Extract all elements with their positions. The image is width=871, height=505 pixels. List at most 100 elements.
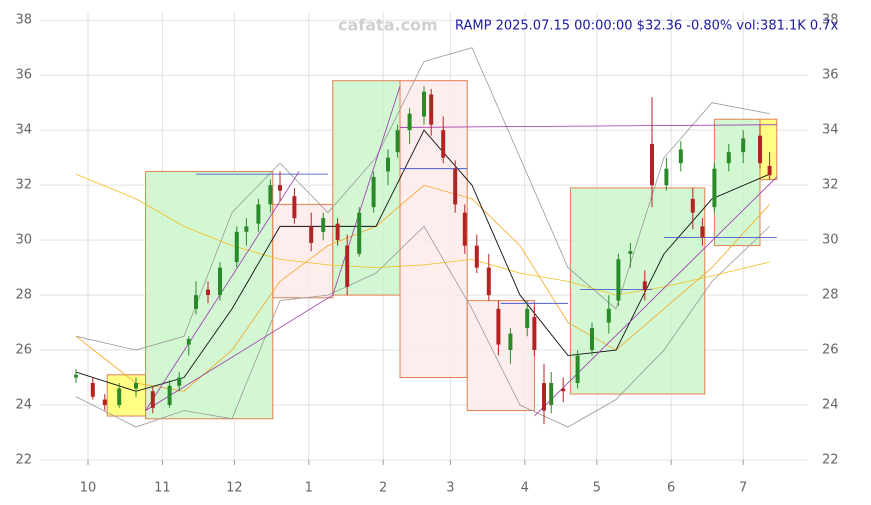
candle-body: [575, 355, 580, 384]
candle-body: [767, 165, 772, 176]
candle-body: [335, 223, 340, 241]
candle-body: [508, 333, 513, 351]
pattern-box: [466, 300, 535, 412]
candle-body: [549, 383, 554, 406]
chart-title: RAMP 2025.07.15 00:00:00 $32.36 -0.80% v…: [455, 19, 839, 34]
pattern-box: [713, 118, 761, 247]
candle-body: [244, 226, 249, 232]
y-tick-label-right: 22: [822, 453, 839, 468]
trend-line: [399, 124, 777, 128]
y-tick-label: 32: [15, 178, 32, 193]
x-tick-label: 6: [667, 481, 675, 496]
x-tick-label: 5: [593, 481, 601, 496]
y-tick-label: 28: [15, 288, 32, 303]
y-tick-label: 34: [15, 123, 32, 138]
candle-body: [321, 218, 326, 232]
candle-body: [386, 157, 390, 172]
x-tick-label: 2: [379, 481, 387, 496]
candle-body: [606, 308, 611, 323]
candle-body: [532, 317, 537, 351]
y-tick-label: 24: [15, 398, 32, 413]
y-tick-label-right: 32: [822, 178, 839, 193]
indicator-line: [75, 184, 770, 392]
pattern-box: [145, 170, 274, 420]
trend-line: [145, 171, 300, 411]
candle-body: [429, 94, 434, 125]
candle-body: [542, 383, 546, 411]
candle-body: [206, 289, 210, 296]
y-tick-label: 38: [15, 13, 32, 28]
trend-line: [534, 176, 778, 417]
candle-body: [741, 138, 746, 153]
candle-body: [422, 91, 426, 117]
candle-body: [496, 308, 501, 345]
candle-body: [561, 388, 566, 392]
candle-body: [486, 267, 491, 296]
y-tick-label: 22: [15, 453, 32, 468]
pattern-box: [569, 187, 706, 395]
indicator-line: [75, 129, 770, 392]
candle-body: [150, 391, 155, 408]
candle-body: [268, 185, 273, 205]
y-tick-label-right: 28: [822, 288, 839, 303]
y-tick-label-right: 34: [822, 123, 839, 138]
candle-body: [525, 308, 530, 329]
y-tick-label-right: 24: [822, 398, 839, 413]
candle-body: [726, 152, 731, 164]
candle-body: [642, 281, 647, 290]
x-tick-label: 4: [521, 481, 529, 496]
candle-body: [74, 374, 78, 378]
pattern-box: [106, 374, 147, 417]
candle-body: [218, 267, 222, 296]
candle-body: [292, 196, 297, 219]
x-tick-label: 11: [154, 481, 171, 496]
candle-body: [194, 295, 198, 309]
trend-line: [145, 294, 334, 411]
x-tick-label: 7: [739, 481, 747, 496]
y-tick-label-right: 30: [822, 233, 839, 248]
candle-body: [167, 385, 172, 406]
x-tick-label: 1: [305, 481, 313, 496]
candle-body: [309, 226, 314, 243]
trend-line: [332, 86, 401, 296]
candle-body: [453, 168, 458, 205]
candle-body: [664, 168, 669, 186]
x-tick-label: 10: [80, 481, 97, 496]
candle-body: [177, 377, 182, 386]
candle-body: [371, 176, 376, 208]
watermark: cafata.com: [338, 16, 438, 35]
candle-body: [357, 212, 362, 254]
x-tick-label: 3: [446, 481, 454, 496]
y-tick-label-right: 38: [822, 13, 839, 28]
candle-body: [650, 143, 654, 186]
candle-body: [186, 339, 191, 345]
candle-body: [234, 231, 239, 263]
candle-body: [758, 135, 762, 164]
candle-body: [278, 185, 282, 191]
candle-body: [441, 130, 446, 158]
indicator-line: [75, 47, 770, 351]
candle-body: [690, 198, 695, 213]
candle-body: [345, 245, 350, 287]
candle-body: [256, 204, 261, 224]
y-tick-label-right: 36: [822, 68, 839, 83]
candle-body: [616, 259, 621, 301]
candle-body: [117, 388, 122, 406]
x-tick-label: 12: [226, 481, 243, 496]
candle-body: [395, 130, 400, 153]
candle-body: [628, 251, 633, 254]
candle-body: [678, 149, 683, 164]
indicator-line: [75, 225, 770, 428]
candle-body: [134, 383, 138, 389]
candle-body: [474, 245, 479, 268]
candle-body: [590, 328, 594, 351]
y-tick-label-right: 26: [822, 343, 839, 358]
candle-body: [700, 226, 705, 238]
candle-body: [102, 399, 107, 406]
y-tick-label: 36: [15, 68, 32, 83]
candle-body: [462, 212, 467, 246]
candle-body: [90, 383, 95, 397]
y-tick-label: 30: [15, 233, 32, 248]
candle-body: [407, 113, 412, 131]
